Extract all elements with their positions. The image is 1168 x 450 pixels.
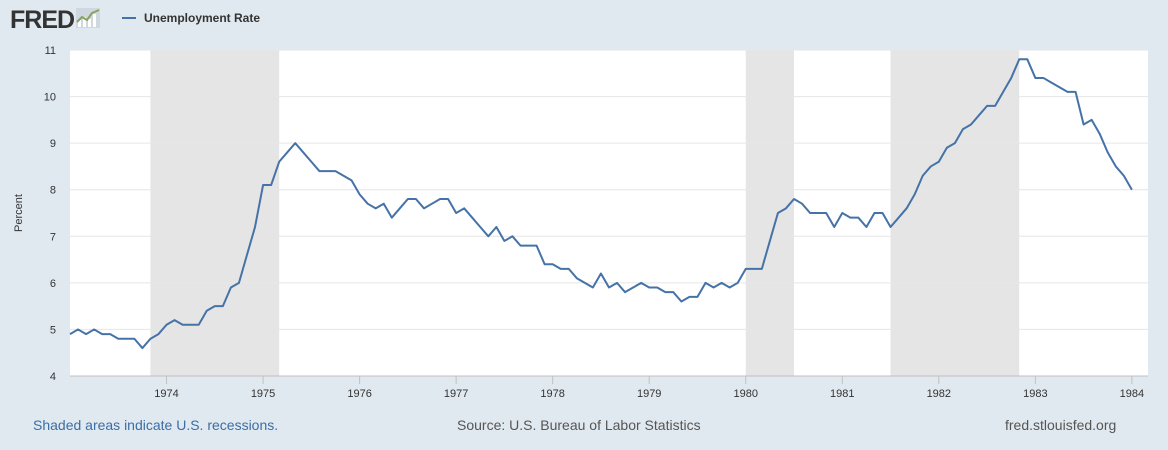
y-tick-label: 6 [50,278,56,290]
y-tick-label: 10 [44,92,56,104]
x-tick-label: 1981 [830,388,854,400]
legend-label: Unemployment Rate [144,11,261,25]
recessions-note[interactable]: Shaded areas indicate U.S. recessions. [33,417,279,433]
header: FRED Unemployment Rate [0,0,1168,40]
unemployment-chart[interactable]: 1974 1975 1976 1977 1978 1979 1980 1981 1982 1983… [0,40,1168,410]
source-note: Source: U.S. Bureau of Labor Statistics [457,417,701,433]
x-tick-label: 1978 [540,388,564,400]
series-line-1[interactable] [69,58,1133,350]
fred-logo[interactable]: FRED [10,6,101,34]
site-link[interactable]: fred.stlouisfed.org [1005,417,1117,433]
logo-text: FRED [10,6,75,34]
x-tick-label: 1976 [347,388,371,400]
recession-band-3 [890,50,1020,376]
x-tick-label: 1979 [637,388,661,400]
y-tick-label: 5 [50,324,56,336]
y-tick-label: 4 [50,371,56,383]
y-axis-title: Percent [13,194,25,232]
x-tick-label: 1977 [444,388,468,400]
x-axis: 1974 1975 1976 1977 1978 1979 1980 1981 1982 1983… [154,376,1144,400]
chart-line-icon [76,7,101,33]
x-tick-label: 1975 [251,388,275,400]
x-tick-label: 1974 [154,388,178,400]
recession-band-1 [150,50,280,376]
x-tick-label: 1982 [927,388,951,400]
y-tick-label: 7 [50,231,56,243]
recession-band-2 [745,50,795,376]
x-tick-label: 1984 [1120,388,1144,400]
series-layer [69,58,1133,350]
gridlines [70,49,1148,377]
x-tick-label: 1980 [733,388,757,400]
y-tick-label: 11 [45,45,56,57]
chart-legend[interactable]: Unemployment Rate [122,11,260,25]
y-axis: 4 5 6 7 8 9 10 11 [44,45,56,383]
x-tick-label: 1983 [1023,388,1047,400]
y-tick-label: 9 [50,138,56,150]
y-tick-label: 8 [50,185,56,197]
legend-swatch [122,17,136,19]
